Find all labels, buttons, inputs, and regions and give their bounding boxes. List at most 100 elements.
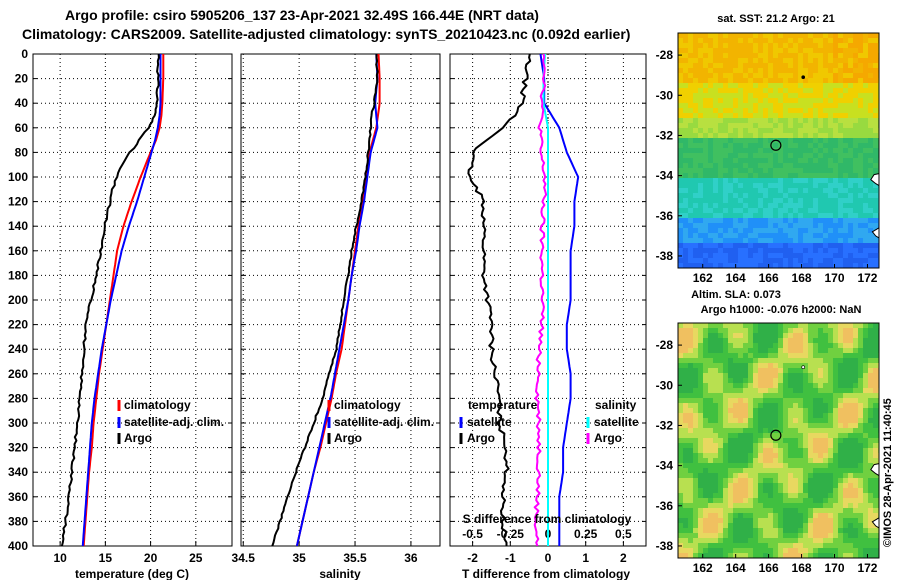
map-cell — [733, 138, 738, 143]
map-cell — [713, 343, 718, 348]
map-cell — [713, 523, 718, 528]
map-cell — [798, 488, 803, 493]
map-cell — [803, 453, 808, 458]
map-cell — [843, 448, 848, 453]
map-cell — [828, 373, 833, 378]
map-cell — [758, 433, 763, 438]
map-cell — [683, 548, 688, 553]
map-cell — [853, 403, 858, 408]
map-cell — [793, 498, 798, 503]
map-cell — [778, 33, 783, 38]
map-cell — [763, 378, 768, 383]
map-cell — [803, 503, 808, 508]
map-cell — [748, 183, 753, 188]
map-cell — [853, 163, 858, 168]
map-cell — [833, 188, 838, 193]
map-cell — [688, 113, 693, 118]
map-cell — [788, 438, 793, 443]
map-cell — [853, 483, 858, 488]
map-cell — [698, 53, 703, 58]
map-cell — [813, 183, 818, 188]
map-cell — [678, 353, 683, 358]
map-cell — [833, 523, 838, 528]
map-cell — [708, 88, 713, 93]
depth-tick-label: 380 — [8, 514, 28, 528]
map-cell — [828, 148, 833, 153]
map-cell — [803, 48, 808, 53]
map-cell — [788, 108, 793, 113]
map-cell — [818, 143, 823, 148]
map-cell — [813, 433, 818, 438]
map-cell — [843, 218, 848, 223]
map-cell — [723, 33, 728, 38]
map-cell — [748, 203, 753, 208]
map-cell — [823, 343, 828, 348]
map-cell — [678, 78, 683, 83]
map-cell — [798, 383, 803, 388]
series-line — [271, 54, 379, 546]
map-cell — [838, 453, 843, 458]
map-cell — [853, 448, 858, 453]
map-cell — [753, 418, 758, 423]
map-cell — [868, 393, 873, 398]
map-cell — [848, 243, 853, 248]
map-cell — [693, 33, 698, 38]
map-cell — [683, 518, 688, 523]
map-cell — [708, 243, 713, 248]
map-cell — [783, 433, 788, 438]
map-cell — [703, 548, 708, 553]
map-cell — [693, 483, 698, 488]
map-cell — [728, 213, 733, 218]
map-cell — [803, 533, 808, 538]
map-cell — [873, 333, 878, 338]
map-cell — [693, 383, 698, 388]
map-cell — [868, 503, 873, 508]
map-cell — [708, 483, 713, 488]
map-cell — [723, 443, 728, 448]
map-cell — [838, 243, 843, 248]
depth-tick-label: 200 — [8, 293, 28, 307]
map-cell — [773, 223, 778, 228]
map-cell — [863, 493, 868, 498]
map-cell — [743, 178, 748, 183]
map-cell — [688, 423, 693, 428]
map-cell — [778, 108, 783, 113]
map-cell — [848, 393, 853, 398]
map-cell — [818, 58, 823, 63]
map-cell — [758, 208, 763, 213]
map-cell — [768, 138, 773, 143]
map-cell — [818, 363, 823, 368]
map-cell — [678, 328, 683, 333]
map-cell — [723, 213, 728, 218]
map-cell — [703, 173, 708, 178]
map-cell — [823, 178, 828, 183]
map-x-tick-label: 168 — [792, 561, 812, 575]
map-cell — [688, 448, 693, 453]
map-cell — [788, 238, 793, 243]
map-cell — [843, 513, 848, 518]
map-cell — [848, 38, 853, 43]
map-cell — [838, 553, 843, 558]
sst-map-panel: sat. SST: 21.2 Argo: 21 162 164 166 168 170 1… — [656, 13, 880, 285]
map-cell — [828, 63, 833, 68]
map-cell — [743, 138, 748, 143]
map-cell — [748, 358, 753, 363]
map-cell — [838, 423, 843, 428]
map-cell — [678, 393, 683, 398]
map-cell — [773, 103, 778, 108]
map-cell — [753, 543, 758, 548]
map-cell — [803, 338, 808, 343]
map-cell — [793, 68, 798, 73]
map-cell — [748, 263, 753, 268]
map-cell — [778, 243, 783, 248]
map-cell — [768, 173, 773, 178]
map-cell — [728, 418, 733, 423]
map-cell — [678, 123, 683, 128]
map-cell — [838, 523, 843, 528]
map-cell — [708, 83, 713, 88]
map-cell — [818, 103, 823, 108]
map-cell — [833, 113, 838, 118]
map-cell — [843, 503, 848, 508]
map-cell — [798, 418, 803, 423]
map-cell — [843, 198, 848, 203]
